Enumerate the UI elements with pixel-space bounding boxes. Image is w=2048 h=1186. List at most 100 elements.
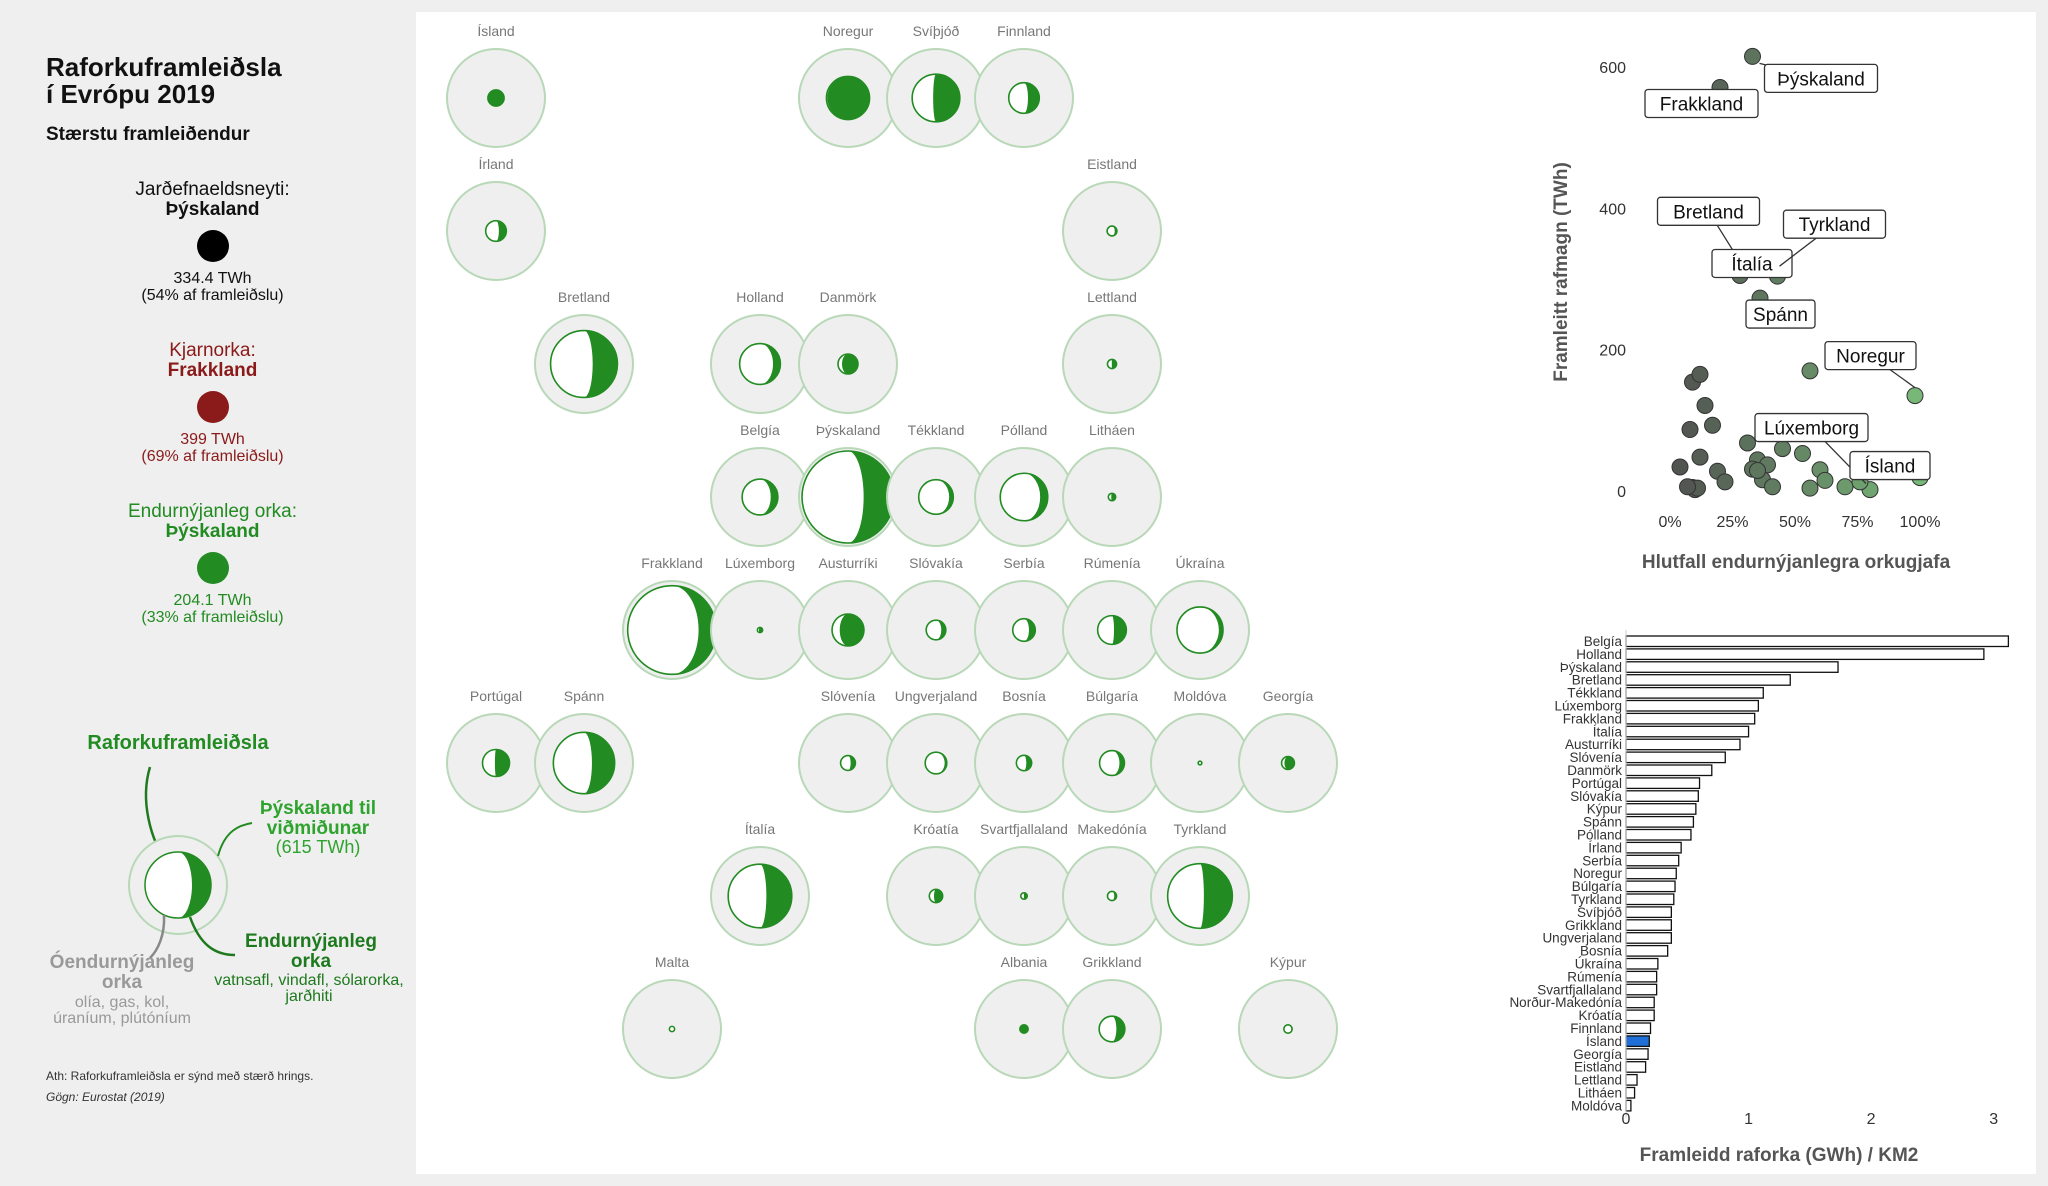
tile-irland: Írland	[446, 156, 546, 281]
key-nonrenew-sub1: olía, gas, kol,	[75, 994, 169, 1011]
tile-label-grikkland: Grikkland	[1082, 954, 1141, 970]
left-panel: Raforkuframleiðsla í Evrópu 2019 Stærstu…	[0, 0, 415, 1186]
legend-fossil-share: (54% af framleiðslu)	[141, 287, 284, 304]
bar-eistland	[1625, 1061, 1647, 1073]
tile-finnland: Finnland	[974, 23, 1074, 148]
scatter-point	[1716, 473, 1734, 491]
scatter-label-box	[1754, 412, 1869, 443]
key-renew-line1: Endurnýjanleg	[245, 931, 377, 952]
tile-noregur: Noregur	[798, 23, 898, 148]
scatter-y-tick: 600	[1599, 60, 1626, 77]
tile-malta: Malta	[622, 954, 722, 1079]
tile-renewable-portugal	[494, 749, 510, 777]
tile-renewable-lettland	[1111, 359, 1117, 369]
bar-belgia	[1625, 635, 2010, 648]
tile-label-polland: Pólland	[1001, 422, 1048, 438]
tile-label-luxemborg: Lúxemborg	[725, 555, 795, 571]
legend-nuclear-country: Frakkland	[167, 360, 258, 381]
scatter-y-label: Framleitt rafmagn (TWh)	[1551, 162, 1572, 382]
key-nonrenew-line1: Óendurnýjanleg	[50, 951, 195, 973]
tile-label-noregur: Noregur	[823, 23, 874, 39]
scatter-label-italia: Ítalía	[1711, 248, 1793, 279]
legend-renewable-value: 204.1 TWh	[173, 592, 252, 609]
bar-label-portugal: Portúgal	[1572, 776, 1622, 791]
scatter-label-thyskaland: Þýskaland	[1759, 62, 1879, 94]
tile-bosnia: Bosnía	[974, 688, 1074, 813]
scatter-label-text: Lúxemborg	[1764, 419, 1859, 440]
bar-x-tick: 1	[1744, 1111, 1753, 1128]
tile-label-frakkland: Frakkland	[641, 555, 702, 571]
scatter-label-tyrkland: Tyrkland	[1779, 209, 1887, 267]
tile-label-irland: Írland	[478, 156, 513, 172]
tile-bulgaria: Búlgaría	[1062, 688, 1162, 813]
bar-label-moldova: Moldóva	[1571, 1098, 1623, 1113]
key-reference-line1: Þýskaland til	[260, 798, 376, 819]
bar-label-tekkland: Tékkland	[1567, 686, 1622, 701]
tile-albania: Albania	[974, 954, 1074, 1079]
key-diagram: Raforkuframleiðsla Þýskaland til viðmiðu…	[50, 732, 404, 1027]
tile-label-malta: Malta	[655, 954, 689, 970]
tile-label-ungverjaland: Ungverjaland	[895, 688, 978, 704]
tile-svartfjallaland: Svartfjallaland	[974, 821, 1074, 946]
tile-slovakia: Slóvakía	[886, 555, 986, 680]
bar-label-lettland: Lettland	[1574, 1073, 1622, 1088]
tile-renewable-rumenia	[1112, 615, 1127, 645]
tile-renewable-eistland	[1112, 226, 1117, 236]
scatter-label-text: Ísland	[1865, 457, 1916, 478]
bar-label-kypur: Kýpur	[1587, 802, 1623, 817]
scatter-point	[1801, 362, 1819, 380]
tile-austurriki: Austurríki	[798, 555, 898, 680]
bar-label-svithjod: Svíþjóð	[1577, 905, 1622, 920]
page-title: Raforkuframleiðsla í Evrópu 2019	[46, 54, 406, 108]
scatter-x-tick: 50%	[1779, 514, 1811, 531]
bar-svithjod	[1625, 906, 1672, 919]
bar-kroatia	[1625, 1009, 1655, 1022]
bar-label-spann: Spánn	[1583, 815, 1622, 830]
tile-slovenia: Slóvenía	[798, 688, 898, 813]
tile-label-spann: Spánn	[564, 688, 604, 704]
bar-lettland	[1625, 1073, 1638, 1086]
scatter-point	[1816, 471, 1834, 489]
bar-label-rumenia: Rúmenía	[1567, 969, 1622, 984]
scatter-x-tick: 25%	[1716, 514, 1748, 531]
tile-renewable-island	[487, 89, 505, 107]
bar-island	[1625, 1035, 1650, 1048]
scatter-label-box	[1763, 63, 1879, 94]
scatter-point	[1671, 458, 1689, 476]
bar-lithaen	[1625, 1086, 1636, 1099]
bar-svartfjallaland	[1625, 983, 1658, 996]
bar-rumenia	[1625, 970, 1658, 983]
bar-holland	[1625, 648, 1985, 661]
bar-frakkland	[1625, 712, 1756, 725]
tile-eistland: Eistland	[1062, 156, 1162, 281]
bar-x-label: Framleidd raforka (GWh) / KM2	[1640, 1145, 1919, 1166]
tile-label-makedonia: Makedónía	[1077, 821, 1146, 837]
page-subtitle: Stærstu framleiðendur	[46, 124, 250, 145]
scatter-point	[1801, 479, 1819, 497]
tile-rumenia: Rúmenía	[1062, 555, 1162, 680]
bar-label-bosnia: Bosnía	[1580, 944, 1623, 959]
bar-serbia	[1625, 854, 1680, 867]
tile-label-serbia: Serbía	[1003, 555, 1044, 571]
bar-label-ungverjaland: Ungverjaland	[1542, 931, 1622, 946]
bar-label-lithaen: Litháen	[1578, 1086, 1622, 1101]
key-nonrenew-sub2: úraníum, plútóníum	[53, 1010, 191, 1027]
tile-moldova: Moldóva	[1150, 688, 1250, 813]
tile-label-slovenia: Slóvenía	[821, 688, 876, 704]
key-renew-line2: orka	[291, 951, 332, 972]
tile-renewable-svartfjallaland	[1024, 892, 1028, 900]
scatter-point	[1704, 416, 1721, 434]
tile-label-kroatia: Króatía	[913, 821, 958, 837]
scatter-label-box	[1745, 299, 1816, 329]
tile-renewable-finnland	[1024, 82, 1040, 114]
tile-renewable-ungverjaland	[936, 752, 947, 774]
tile-renewable-spann	[584, 732, 615, 794]
tile-label-finnland: Finnland	[997, 23, 1051, 39]
tile-label-bosnia: Bosnía	[1002, 688, 1046, 704]
tile-renewable-frakkland	[672, 585, 717, 675]
bar-polland	[1625, 828, 1692, 841]
bar-bosnia	[1625, 944, 1669, 957]
key-renew-sub1: vatnsafl, vindafl, sólarorka,	[214, 972, 403, 989]
bar-italia	[1625, 725, 1750, 738]
bar-label-svartfjallaland: Svartfjallaland	[1537, 982, 1622, 997]
